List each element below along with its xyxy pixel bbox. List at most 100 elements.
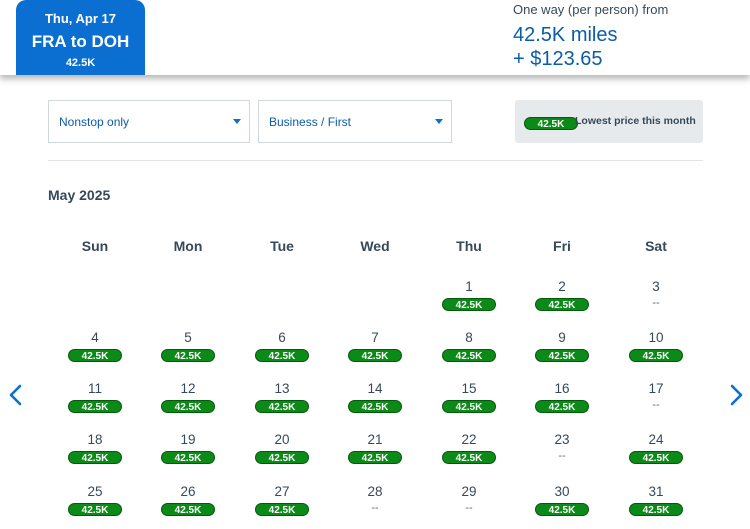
day-price-pill: 42.5K <box>255 349 309 362</box>
day-number: 2 <box>558 279 566 294</box>
day-number: 6 <box>278 330 286 345</box>
calendar-day[interactable]: 22 42.5K <box>422 432 516 476</box>
calendar-day[interactable]: 23 -- <box>515 432 609 476</box>
divider <box>48 160 703 161</box>
day-number: 14 <box>367 381 383 396</box>
calendar-day[interactable]: 29 -- <box>422 484 516 528</box>
calendar-day[interactable]: 3 -- <box>609 279 703 323</box>
calendar-day[interactable]: 12 42.5K <box>141 381 235 425</box>
route: FRA to DOH <box>31 32 130 51</box>
calendar-day[interactable]: 26 42.5K <box>141 484 235 528</box>
day-number: 11 <box>87 381 102 396</box>
calendar-day[interactable]: 14 42.5K <box>328 381 422 425</box>
month-title: May 2025 <box>48 187 111 203</box>
day-price-pill: 42.5K <box>629 349 683 362</box>
calendar-day[interactable]: 11 42.5K <box>48 381 142 425</box>
no-price: -- <box>558 450 566 462</box>
day-price-pill: 42.5K <box>442 400 496 413</box>
day-price-pill: 42.5K <box>68 451 122 464</box>
day-number: 1 <box>465 279 473 294</box>
calendar-day[interactable]: 15 42.5K <box>422 381 516 425</box>
day-price-pill: 42.5K <box>161 349 215 362</box>
day-number: 31 <box>648 484 664 499</box>
day-number: 20 <box>274 432 290 447</box>
day-number: 25 <box>87 484 103 499</box>
chevron-left-icon <box>9 384 22 406</box>
day-price-pill: 42.5K <box>535 400 589 413</box>
day-price-pill: 42.5K <box>68 503 122 516</box>
calendar-day[interactable]: 30 42.5K <box>515 484 609 528</box>
day-number: 10 <box>648 330 664 345</box>
selected-date-price: 42.5K <box>65 57 96 69</box>
weekday-header: Wed <box>360 238 390 254</box>
calendar-day[interactable]: 17 -- <box>609 381 703 425</box>
day-price-pill: 42.5K <box>68 400 122 413</box>
weekday-header: Fri <box>553 238 571 254</box>
calendar-day[interactable]: 28 -- <box>328 484 422 528</box>
calendar-day[interactable]: 24 42.5K <box>609 432 703 476</box>
day-number: 26 <box>180 484 196 499</box>
day-price-pill: 42.5K <box>255 400 309 413</box>
weekday-header: Tue <box>270 238 294 254</box>
calendar-day[interactable]: 20 42.5K <box>235 432 329 476</box>
day-price-pill: 42.5K <box>535 503 589 516</box>
calendar-day[interactable]: 1 42.5K <box>422 279 516 323</box>
stops-select[interactable]: Nonstop only <box>48 100 250 143</box>
calendar-day[interactable]: 4 42.5K <box>48 330 142 374</box>
day-price-pill: 42.5K <box>255 451 309 464</box>
day-number: 8 <box>465 330 473 345</box>
calendar-day[interactable]: 27 42.5K <box>235 484 329 528</box>
calendar-day[interactable]: 8 42.5K <box>422 330 516 374</box>
day-number: 21 <box>367 432 383 447</box>
day-number: 4 <box>91 330 99 345</box>
day-price-pill: 42.5K <box>161 400 215 413</box>
calendar-day[interactable]: 25 42.5K <box>48 484 142 528</box>
day-number: 16 <box>554 381 570 396</box>
day-number: 29 <box>461 484 477 499</box>
legend-text: Lowest price this month <box>575 115 696 127</box>
prev-month-button[interactable] <box>6 383 26 407</box>
fare-cash: + $123.65 <box>513 48 603 70</box>
day-price-pill: 42.5K <box>161 503 215 516</box>
cabin-select[interactable]: Business / First <box>258 100 452 143</box>
weekday-header: Mon <box>173 238 203 254</box>
calendar-day[interactable]: 2 42.5K <box>515 279 609 323</box>
calendar-day[interactable]: 5 42.5K <box>141 330 235 374</box>
day-price-pill: 42.5K <box>629 451 683 464</box>
calendar-day[interactable]: 9 42.5K <box>515 330 609 374</box>
selected-date-tab[interactable]: Thu, Apr 17 FRA to DOH 42.5K <box>16 0 145 75</box>
fare-summary: One way (per person) from 42.5K miles + … <box>513 2 668 71</box>
day-price-pill: 42.5K <box>161 451 215 464</box>
day-number: 18 <box>87 432 103 447</box>
calendar-day[interactable]: 19 42.5K <box>141 432 235 476</box>
weekday-header: Sat <box>645 238 667 254</box>
calendar-day[interactable]: 7 42.5K <box>328 330 422 374</box>
day-price-pill: 42.5K <box>68 349 122 362</box>
calendar-day[interactable]: 31 42.5K <box>609 484 703 528</box>
calendar-day[interactable]: 21 42.5K <box>328 432 422 476</box>
day-price-pill: 42.5K <box>442 298 496 311</box>
day-price-pill: 42.5K <box>348 400 402 413</box>
day-number: 3 <box>652 279 660 294</box>
calendar-day[interactable]: 13 42.5K <box>235 381 329 425</box>
next-month-button[interactable] <box>726 383 746 407</box>
stops-select-value: Nonstop only <box>59 115 130 129</box>
calendar-day[interactable]: 18 42.5K <box>48 432 142 476</box>
day-price-pill: 42.5K <box>442 451 496 464</box>
caret-down-icon <box>435 119 443 124</box>
fare-miles: 42.5K miles <box>513 24 618 46</box>
day-number: 23 <box>554 432 570 447</box>
day-number: 12 <box>180 381 196 396</box>
day-number: 9 <box>558 330 566 345</box>
day-number: 19 <box>180 432 196 447</box>
chevron-right-icon <box>730 384 743 406</box>
day-price-pill: 42.5K <box>629 503 683 516</box>
calendar-day[interactable]: 6 42.5K <box>235 330 329 374</box>
selected-date: Thu, Apr 17 <box>44 11 117 26</box>
calendar-day[interactable]: 16 42.5K <box>515 381 609 425</box>
legend-price-pill: 42.5K <box>524 117 578 130</box>
calendar-day[interactable]: 10 42.5K <box>609 330 703 374</box>
no-price: -- <box>652 297 660 309</box>
no-price: -- <box>371 502 379 514</box>
day-number: 22 <box>461 432 477 447</box>
